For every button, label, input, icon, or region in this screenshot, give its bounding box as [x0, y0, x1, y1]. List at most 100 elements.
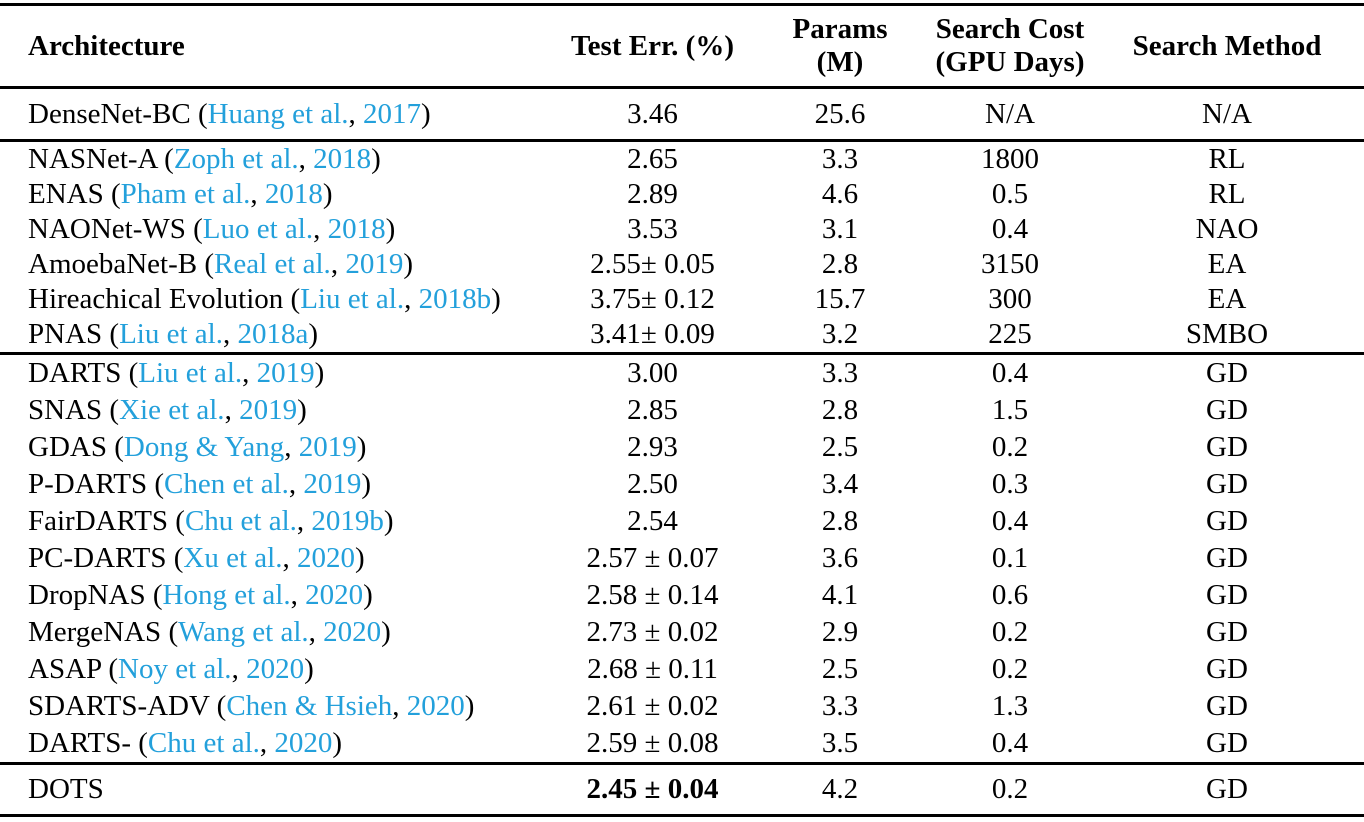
architecture-name: NAONet-WS	[28, 213, 186, 245]
search-cost-cell: 3150	[981, 248, 1039, 280]
architecture-name: DOTS	[28, 773, 104, 805]
search-cost-cell: 0.5	[991, 178, 1029, 210]
citation-author-link[interactable]: Xu et al.	[183, 542, 283, 574]
column-header-params: Params (M)	[750, 5, 930, 88]
citation-author-link[interactable]: Chu et al.	[184, 505, 297, 537]
citation-author-link[interactable]: Pham et al.	[120, 178, 251, 210]
column-header-line1: Architecture	[28, 29, 185, 62]
column-header-line1: Test Err. (%)	[571, 29, 734, 62]
architecture-cell: DropNAS (Hong et al., 2020)	[28, 579, 373, 611]
citation-year-link[interactable]: 2019	[345, 248, 404, 280]
search-cost-cell: 1.3	[991, 690, 1029, 722]
architecture-name: DARTS-	[28, 727, 131, 759]
citation-year-link[interactable]: 2020	[246, 653, 305, 685]
architecture-cell: MergeNAS (Wang et al., 2020)	[28, 616, 391, 648]
citation-author-link[interactable]: Dong & Yang	[123, 431, 285, 463]
search-cost-cell: 0.1	[991, 542, 1029, 574]
citation-author-link[interactable]: Real et al.	[214, 248, 331, 280]
search-cost-cell: 0.2	[991, 616, 1029, 648]
row-group-1: NASNet-A (Zoph et al., 2018) 2.65 3.3 1800 R…	[0, 141, 1364, 354]
citation-author-link[interactable]: Liu et al.	[138, 357, 243, 389]
citation-author-link[interactable]: Luo et al.	[202, 213, 314, 245]
citation-year-link[interactable]: 2020	[305, 579, 364, 611]
architecture-name: PNAS	[28, 318, 103, 350]
architecture-cell: PC-DARTS (Xu et al., 2020)	[28, 542, 365, 574]
architecture-name: DenseNet-BC	[28, 97, 191, 130]
architecture-cell: Hireachical Evolution (Liu et al., 2018b…	[28, 283, 501, 315]
citation-author-link[interactable]: Zoph et al.	[173, 143, 299, 175]
architecture-cell: GDAS (Dong & Yang, 2019)	[28, 431, 367, 463]
test-err-cell: 2.85	[627, 394, 678, 426]
citation-author-link[interactable]: Huang et al.	[207, 97, 349, 130]
params-cell: 2.5	[821, 653, 859, 685]
search-method-cell: GD	[1206, 542, 1248, 574]
citation-year-link[interactable]: 2018	[313, 143, 372, 175]
column-header-search-cost: Search Cost (GPU Days)	[930, 5, 1090, 88]
search-method-cell: GD	[1206, 505, 1248, 537]
citation-year-link[interactable]: 2019	[298, 431, 357, 463]
header-row: Architecture Test Err. (%) Params (M) Search…	[0, 5, 1364, 88]
search-cost-cell: 0.2	[991, 773, 1029, 805]
architecture-name: SNAS	[28, 394, 103, 426]
citation-author-link[interactable]: Liu et al.	[119, 318, 223, 350]
search-cost-cell: 0.2	[991, 653, 1029, 685]
search-cost-cell: 0.6	[991, 579, 1029, 611]
test-err-cell: 2.68 ± 0.11	[587, 653, 718, 685]
test-err-cell: 3.46	[627, 97, 678, 130]
citation-year-link[interactable]: 2018	[264, 178, 323, 210]
architecture-cell: PNAS (Liu et al., 2018a)	[28, 318, 319, 350]
architecture-name: P-DARTS	[28, 468, 148, 500]
citation-author-link[interactable]: Liu et al.	[300, 283, 405, 315]
search-method-cell: SMBO	[1185, 318, 1269, 350]
citation-author-link[interactable]: Noy et al.	[118, 653, 232, 685]
architecture-cell: NAONet-WS (Luo et al., 2018)	[28, 213, 396, 245]
architecture-name: MergeNAS	[28, 616, 162, 648]
citation-author-link[interactable]: Hong et al.	[162, 579, 291, 611]
test-err-cell: 2.57 ± 0.07	[586, 542, 719, 574]
citation-year-link[interactable]: 2018b	[418, 283, 492, 315]
citation-year-link[interactable]: 2020	[296, 542, 355, 574]
citation-author-link[interactable]: Chen et al.	[164, 468, 289, 500]
citation-year-link[interactable]: 2020	[274, 727, 333, 759]
citation-author-link[interactable]: Chen & Hsieh	[226, 690, 393, 722]
architecture-cell: DARTS- (Chu et al., 2020)	[28, 727, 343, 759]
search-cost-cell: 0.4	[991, 727, 1029, 759]
citation-year-link[interactable]: 2020	[323, 616, 382, 648]
citation-year-link[interactable]: 2019	[239, 394, 298, 426]
column-header-line1: Params	[792, 13, 888, 45]
citation-author-link[interactable]: Xie et al.	[119, 394, 225, 426]
params-cell: 3.1	[821, 213, 859, 245]
search-method-cell: RL	[1208, 178, 1246, 210]
table-row: SDARTS-ADV (Chen & Hsieh, 2020) 2.61 ± 0.…	[0, 688, 1364, 725]
citation-year-link[interactable]: 2019	[256, 357, 315, 389]
test-err-cell: 2.65	[627, 143, 678, 175]
citation-year-link[interactable]: 2017	[363, 97, 422, 130]
params-cell: 15.7	[814, 283, 866, 315]
citation-year-link[interactable]: 2018a	[237, 318, 309, 350]
citation-year-link[interactable]: 2020	[406, 690, 465, 722]
architecture-name: SDARTS-ADV	[28, 690, 210, 722]
table-row: FairDARTS (Chu et al., 2019b) 2.54 2.8 0.4 G…	[0, 503, 1364, 540]
test-err-cell: 2.45 ± 0.04	[586, 773, 719, 805]
citation-author-link[interactable]: Chu et al.	[147, 727, 260, 759]
search-cost-cell: 1800	[981, 143, 1039, 175]
citation-year-link[interactable]: 2018	[327, 213, 386, 245]
params-cell: 2.8	[821, 505, 859, 537]
architecture-name: Hireachical Evolution	[28, 283, 284, 315]
architecture-name: FairDARTS	[28, 505, 169, 537]
test-err-cell: 2.50	[627, 468, 678, 500]
params-cell: 3.3	[821, 690, 859, 722]
citation-year-link[interactable]: 2019b	[311, 505, 384, 537]
search-method-cell: GD	[1206, 431, 1248, 463]
citation-author-link[interactable]: Wang et al.	[178, 616, 309, 648]
search-method-cell: GD	[1206, 357, 1248, 389]
citation-year-link[interactable]: 2019	[303, 468, 362, 500]
row-group-2: DARTS (Liu et al., 2019) 3.00 3.3 0.4 GD SNAS…	[0, 354, 1364, 764]
test-err-cell: 2.61 ± 0.02	[586, 690, 719, 722]
architecture-name: PC-DARTS	[28, 542, 167, 574]
table-row: DARTS (Liu et al., 2019) 3.00 3.3 0.4 GD	[0, 354, 1364, 393]
architecture-cell: P-DARTS (Chen et al., 2019)	[28, 468, 372, 500]
search-method-cell: RL	[1208, 143, 1246, 175]
search-cost-cell: 0.2	[991, 431, 1029, 463]
architecture-name: DARTS	[28, 357, 122, 389]
